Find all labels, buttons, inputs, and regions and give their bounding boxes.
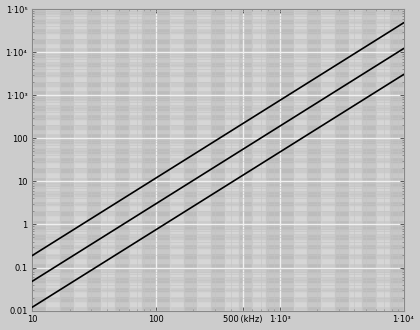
Bar [32, 253, 404, 258]
Bar [32, 201, 404, 205]
Bar [32, 9, 404, 14]
Bar [32, 191, 404, 196]
Bar [32, 76, 404, 81]
Bar [280, 9, 294, 311]
Bar [32, 57, 404, 62]
Bar [32, 186, 404, 191]
Bar [32, 90, 404, 95]
Bar [87, 9, 101, 311]
Bar [74, 9, 87, 311]
Bar [170, 9, 184, 311]
Bar [294, 9, 307, 311]
Bar [32, 85, 404, 90]
Bar [115, 9, 129, 311]
Bar [376, 9, 390, 311]
Bar [266, 9, 280, 311]
Bar [32, 47, 404, 52]
Bar [32, 43, 404, 47]
Bar [239, 9, 252, 311]
Bar [32, 9, 46, 311]
Bar [32, 119, 404, 124]
Bar [32, 215, 404, 220]
Bar [32, 28, 404, 33]
Bar [32, 210, 404, 215]
Bar [32, 62, 404, 66]
Bar [32, 220, 404, 224]
Bar [32, 277, 404, 282]
Bar [184, 9, 197, 311]
Bar [307, 9, 321, 311]
Bar [32, 143, 404, 148]
Bar [142, 9, 156, 311]
Bar [101, 9, 115, 311]
Bar [32, 81, 404, 85]
Bar [32, 272, 404, 277]
Bar [32, 153, 404, 157]
Bar [211, 9, 225, 311]
Bar [32, 71, 404, 76]
Bar [156, 9, 170, 311]
Bar [32, 157, 404, 162]
Bar [32, 134, 404, 138]
Bar [32, 263, 404, 268]
Bar [32, 239, 404, 244]
Bar [32, 162, 404, 167]
Bar [32, 258, 404, 263]
Bar [32, 248, 404, 253]
Bar [32, 291, 404, 296]
Bar [390, 9, 404, 311]
Bar [32, 196, 404, 201]
Bar [335, 9, 349, 311]
Bar [32, 205, 404, 210]
Bar [32, 301, 404, 306]
Bar [321, 9, 335, 311]
Bar [32, 100, 404, 105]
Bar [197, 9, 211, 311]
Bar [349, 9, 362, 311]
Bar [32, 18, 404, 23]
Bar [32, 124, 404, 129]
Bar [32, 234, 404, 239]
Bar [32, 38, 404, 43]
Bar [46, 9, 60, 311]
Bar [32, 167, 404, 172]
Bar [32, 268, 404, 272]
Bar [32, 244, 404, 248]
Bar [32, 105, 404, 110]
Bar [32, 138, 404, 143]
Bar [32, 14, 404, 18]
Bar [32, 282, 404, 287]
Bar [32, 224, 404, 229]
Bar [32, 182, 404, 186]
Bar [252, 9, 266, 311]
Bar [32, 95, 404, 100]
Bar [225, 9, 239, 311]
Bar [32, 23, 404, 28]
Bar [129, 9, 142, 311]
Bar [32, 129, 404, 134]
Bar [60, 9, 74, 311]
Bar [32, 115, 404, 119]
Bar [32, 306, 404, 311]
Bar [32, 229, 404, 234]
Bar [32, 66, 404, 71]
Bar [32, 110, 404, 115]
Bar [32, 296, 404, 301]
Bar [32, 52, 404, 57]
Bar [32, 287, 404, 291]
Bar [32, 33, 404, 38]
Bar [362, 9, 376, 311]
Bar [32, 177, 404, 182]
Bar [32, 172, 404, 177]
Bar [32, 148, 404, 153]
